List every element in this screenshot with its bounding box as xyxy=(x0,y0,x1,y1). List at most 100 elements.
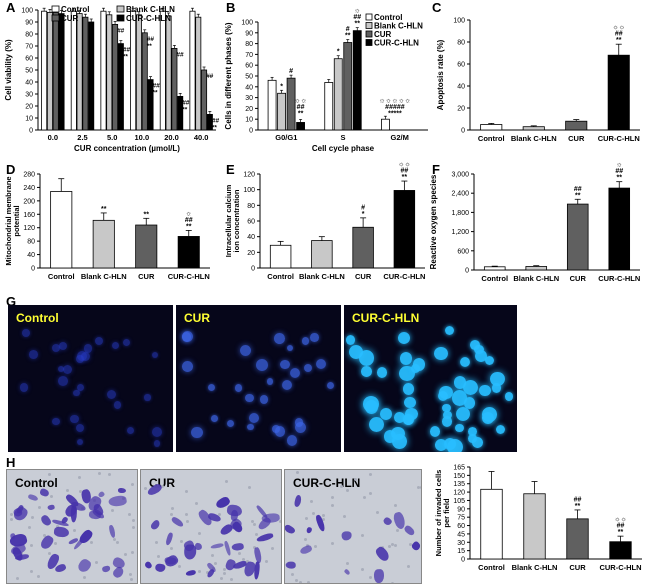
invaded-cell xyxy=(143,560,153,570)
legend-label: CUR xyxy=(374,30,392,39)
y-tick-label: 90 xyxy=(457,506,465,513)
membrane-pore xyxy=(303,538,307,542)
invaded-cell xyxy=(47,504,55,511)
membrane-pore xyxy=(223,571,227,575)
membrane-pore xyxy=(132,526,136,530)
cell-nucleus xyxy=(244,393,254,403)
x-tick-label: Blank C-HLN xyxy=(513,274,559,283)
y-tick-label: 120 xyxy=(23,225,35,232)
x-tick-label: Control xyxy=(478,563,505,572)
cell-nucleus xyxy=(76,424,84,433)
membrane-pore xyxy=(194,501,198,505)
y-tick-label: 70 xyxy=(245,52,253,59)
y-tick-label: 120 xyxy=(243,172,255,179)
bar xyxy=(46,11,53,131)
x-axis-label: CUR concentration (µmol/L) xyxy=(74,144,180,153)
membrane-pore xyxy=(394,543,398,547)
y-tick-label: 0 xyxy=(461,557,465,564)
cell-nucleus xyxy=(437,390,449,402)
significance-label: ***** xyxy=(388,110,402,117)
y-axis-label: potential xyxy=(12,205,21,236)
cell-nucleus xyxy=(247,424,254,431)
fluorescence-image-cur-c-hln: CUR-C-HLN xyxy=(344,305,517,452)
y-axis-label: ion concentration xyxy=(232,189,241,252)
cell-nucleus xyxy=(207,383,216,392)
membrane-pore xyxy=(55,524,59,528)
membrane-pore xyxy=(253,523,257,527)
significance-label: ** xyxy=(144,211,150,218)
y-tick-label: 105 xyxy=(453,498,465,505)
membrane-pore xyxy=(278,520,281,524)
cell-nucleus xyxy=(151,427,162,437)
cell-nucleus xyxy=(190,426,203,439)
y-tick-label: 280 xyxy=(23,172,35,179)
significance-label: ☼☼☼☼☼ xyxy=(379,97,411,104)
cell-nucleus xyxy=(397,331,410,344)
significance-label: ** xyxy=(186,223,192,230)
y-tick-label: 0 xyxy=(465,268,469,275)
invaded-cell xyxy=(223,540,232,556)
invaded-cell xyxy=(39,533,56,552)
membrane-pore xyxy=(77,475,81,479)
cell-nucleus xyxy=(289,367,300,378)
y-tick-label: 165 xyxy=(453,465,465,472)
y-tick-label: 600 xyxy=(457,248,469,255)
membrane-pore xyxy=(391,582,395,583)
y-axis-label: Mitochondrial membrane xyxy=(4,176,13,265)
invaded-cell xyxy=(299,543,314,556)
membrane-pore xyxy=(10,518,14,522)
invaded-cell xyxy=(76,557,94,575)
membrane-pore xyxy=(330,496,334,500)
invaded-cell xyxy=(117,487,126,493)
y-tick-label: 45 xyxy=(457,531,465,538)
y-tick-label: 150 xyxy=(453,473,465,480)
cell-nucleus xyxy=(380,407,392,420)
x-tick-label: 5.0 xyxy=(107,133,117,142)
bar xyxy=(324,82,334,131)
bar xyxy=(523,493,546,560)
significance-label: ## xyxy=(117,27,125,34)
significance-label: ## xyxy=(400,168,408,175)
significance-label: * xyxy=(280,83,283,90)
cell-nucleus xyxy=(490,371,506,387)
y-tick-label: 135 xyxy=(453,481,465,488)
bar xyxy=(483,266,506,271)
x-tick-label: CUR xyxy=(568,134,585,143)
y-tick-label: 60 xyxy=(247,219,255,226)
invaded-cell xyxy=(285,561,296,569)
membrane-pore xyxy=(48,551,52,555)
significance-label: ** xyxy=(345,33,351,40)
membrane-pore xyxy=(330,541,334,545)
membrane-pore xyxy=(29,544,33,548)
significance-label: ** xyxy=(575,192,581,199)
y-tick-label: 50 xyxy=(245,74,253,81)
membrane-pore xyxy=(387,544,391,548)
invaded-cell xyxy=(108,524,117,538)
cell-nucleus xyxy=(249,412,260,423)
significance-label: * xyxy=(337,49,340,56)
membrane-pore xyxy=(416,485,420,489)
x-tick-label: 10.0 xyxy=(135,133,150,142)
significance-label: * xyxy=(362,211,365,218)
bar xyxy=(267,79,277,131)
cell-nucleus xyxy=(287,344,294,351)
membrane-pore xyxy=(157,554,161,558)
significance-label: ## xyxy=(212,117,220,124)
invaded-cell xyxy=(343,568,351,576)
y-axis-label: Cell viability (%) xyxy=(4,39,13,101)
fluorescence-image-cur: CUR xyxy=(176,305,341,452)
cell-nucleus xyxy=(273,333,285,345)
significance-label: ** xyxy=(123,54,129,61)
membrane-pore xyxy=(130,578,134,582)
significance-label: ** xyxy=(101,206,107,213)
significance-label: ## xyxy=(353,14,361,21)
x-tick-label: 0.0 xyxy=(48,133,58,142)
significance-label: ## xyxy=(153,83,161,90)
y-tick-label: 0 xyxy=(31,266,35,273)
membrane-pore xyxy=(65,489,69,493)
membrane-pore xyxy=(169,547,173,551)
membrane-pore xyxy=(369,472,373,476)
x-tick-label: 40.0 xyxy=(194,133,209,142)
cell-nucleus xyxy=(348,344,364,360)
y-tick-label: 20 xyxy=(247,250,255,257)
